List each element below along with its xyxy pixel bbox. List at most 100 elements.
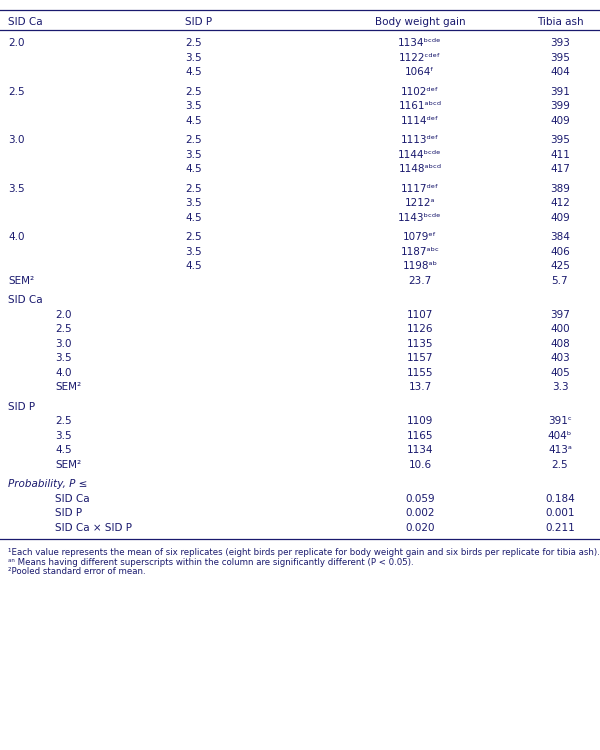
Text: 1134: 1134 <box>407 446 433 455</box>
Text: 4.0: 4.0 <box>8 232 25 242</box>
Text: 404ᵇ: 404ᵇ <box>548 430 572 441</box>
Text: 389: 389 <box>550 184 570 194</box>
Text: ᵃⁿ Means having different superscripts within the column are significantly diffe: ᵃⁿ Means having different superscripts w… <box>8 558 413 567</box>
Text: 406: 406 <box>550 247 570 256</box>
Text: 3.5: 3.5 <box>185 53 202 63</box>
Text: Probability, P ≤: Probability, P ≤ <box>8 479 88 489</box>
Text: SID P: SID P <box>8 402 35 412</box>
Text: 391ᶜ: 391ᶜ <box>548 416 572 426</box>
Text: 2.5: 2.5 <box>185 38 202 48</box>
Text: 1143ᵇᶜᵈᵉ: 1143ᵇᶜᵈᵉ <box>398 213 442 223</box>
Text: 0.211: 0.211 <box>545 523 575 532</box>
Text: 403: 403 <box>550 353 570 363</box>
Text: 384: 384 <box>550 232 570 242</box>
Text: 3.5: 3.5 <box>8 184 25 194</box>
Text: 1165: 1165 <box>407 430 433 441</box>
Text: SID Ca: SID Ca <box>55 494 89 504</box>
Text: 399: 399 <box>550 101 570 111</box>
Text: 3.5: 3.5 <box>185 198 202 208</box>
Text: 412: 412 <box>550 198 570 208</box>
Text: 0.184: 0.184 <box>545 494 575 504</box>
Text: 2.5: 2.5 <box>8 87 25 97</box>
Text: 400: 400 <box>550 324 570 334</box>
Text: 1198ᵃᵇ: 1198ᵃᵇ <box>403 261 437 272</box>
Text: 4.0: 4.0 <box>55 368 71 378</box>
Text: 3.0: 3.0 <box>8 135 25 146</box>
Text: Body weight gain: Body weight gain <box>374 17 466 27</box>
Text: 391: 391 <box>550 87 570 97</box>
Text: 1161ᵃᵇᶜᵈ: 1161ᵃᵇᶜᵈ <box>398 101 442 111</box>
Text: SEM²: SEM² <box>55 460 81 470</box>
Text: 13.7: 13.7 <box>409 382 431 392</box>
Text: 1122ᶜᵈᵉᶠ: 1122ᶜᵈᵉᶠ <box>399 53 441 63</box>
Text: SID Ca: SID Ca <box>8 296 43 305</box>
Text: 2.5: 2.5 <box>185 87 202 97</box>
Text: 409: 409 <box>550 213 570 223</box>
Text: 395: 395 <box>550 53 570 63</box>
Text: 3.0: 3.0 <box>55 339 71 349</box>
Text: 1117ᵈᵉᶠ: 1117ᵈᵉᶠ <box>401 184 439 194</box>
Text: 1079ᵉᶠ: 1079ᵉᶠ <box>403 232 437 242</box>
Text: 2.5: 2.5 <box>55 324 71 334</box>
Text: 0.020: 0.020 <box>405 523 435 532</box>
Text: 4.5: 4.5 <box>185 68 202 77</box>
Text: 413ᵃ: 413ᵃ <box>548 446 572 455</box>
Text: 4.5: 4.5 <box>185 261 202 272</box>
Text: 3.5: 3.5 <box>55 353 71 363</box>
Text: SID P: SID P <box>55 509 82 518</box>
Text: 1107: 1107 <box>407 310 433 320</box>
Text: 2.0: 2.0 <box>55 310 71 320</box>
Text: 1109: 1109 <box>407 416 433 426</box>
Text: 1157: 1157 <box>407 353 433 363</box>
Text: 1134ᵇᶜᵈᵉ: 1134ᵇᶜᵈᵉ <box>398 38 442 48</box>
Text: 1212ᵃ: 1212ᵃ <box>405 198 435 208</box>
Text: 417: 417 <box>550 164 570 174</box>
Text: 0.001: 0.001 <box>545 509 575 518</box>
Text: 2.0: 2.0 <box>8 38 25 48</box>
Text: 3.5: 3.5 <box>55 430 71 441</box>
Text: 1114ᵈᵉᶠ: 1114ᵈᵉᶠ <box>401 116 439 126</box>
Text: 23.7: 23.7 <box>409 276 431 286</box>
Text: Tibia ash: Tibia ash <box>536 17 583 27</box>
Text: 5.7: 5.7 <box>551 276 568 286</box>
Text: 1187ᵃᵇᶜ: 1187ᵃᵇᶜ <box>401 247 439 256</box>
Text: SID Ca × SID P: SID Ca × SID P <box>55 523 132 532</box>
Text: 409: 409 <box>550 116 570 126</box>
Text: 3.5: 3.5 <box>185 101 202 111</box>
Text: 3.5: 3.5 <box>185 247 202 256</box>
Text: 1135: 1135 <box>407 339 433 349</box>
Text: SID P: SID P <box>185 17 212 27</box>
Text: SID Ca: SID Ca <box>8 17 43 27</box>
Text: 4.5: 4.5 <box>185 213 202 223</box>
Text: 2.5: 2.5 <box>551 460 568 470</box>
Text: 1113ᵈᵉᶠ: 1113ᵈᵉᶠ <box>401 135 439 146</box>
Text: 395: 395 <box>550 135 570 146</box>
Text: 2.5: 2.5 <box>185 184 202 194</box>
Text: 404: 404 <box>550 68 570 77</box>
Text: 393: 393 <box>550 38 570 48</box>
Text: ¹Each value represents the mean of six replicates (eight birds per replicate for: ¹Each value represents the mean of six r… <box>8 548 600 557</box>
Text: SEM²: SEM² <box>8 276 34 286</box>
Text: 2.5: 2.5 <box>185 135 202 146</box>
Text: 2.5: 2.5 <box>185 232 202 242</box>
Text: 425: 425 <box>550 261 570 272</box>
Text: 397: 397 <box>550 310 570 320</box>
Text: 4.5: 4.5 <box>55 446 71 455</box>
Text: ²Pooled standard error of mean.: ²Pooled standard error of mean. <box>8 567 146 576</box>
Text: 1102ᵈᵉᶠ: 1102ᵈᵉᶠ <box>401 87 439 97</box>
Text: 1126: 1126 <box>407 324 433 334</box>
Text: SEM²: SEM² <box>55 382 81 392</box>
Text: 0.059: 0.059 <box>405 494 435 504</box>
Text: 4.5: 4.5 <box>185 164 202 174</box>
Text: 4.5: 4.5 <box>185 116 202 126</box>
Text: 2.5: 2.5 <box>55 416 71 426</box>
Text: 408: 408 <box>550 339 570 349</box>
Text: 3.3: 3.3 <box>551 382 568 392</box>
Text: 405: 405 <box>550 368 570 378</box>
Text: 1155: 1155 <box>407 368 433 378</box>
Text: 0.002: 0.002 <box>405 509 435 518</box>
Text: 411: 411 <box>550 150 570 160</box>
Text: 10.6: 10.6 <box>409 460 431 470</box>
Text: 3.5: 3.5 <box>185 150 202 160</box>
Text: 1064ᶠ: 1064ᶠ <box>405 68 435 77</box>
